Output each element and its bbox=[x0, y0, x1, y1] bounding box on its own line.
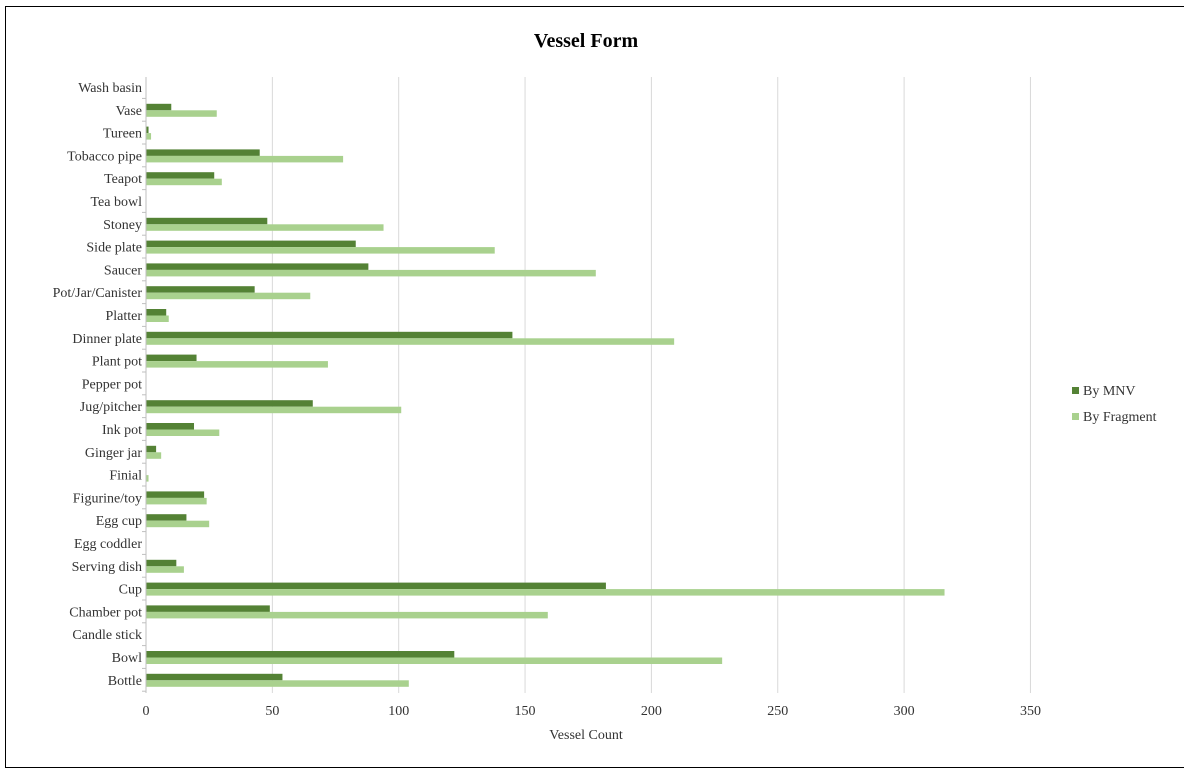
bar-by-fragment bbox=[146, 680, 409, 687]
x-axis-label: Vessel Count bbox=[549, 728, 623, 743]
bar-by-mnv bbox=[146, 582, 606, 590]
bars bbox=[146, 103, 945, 687]
bar-by-mnv bbox=[146, 331, 513, 339]
bar-by-fragment bbox=[146, 566, 184, 573]
bar-by-fragment bbox=[146, 361, 328, 368]
bar-by-mnv bbox=[146, 400, 313, 407]
bar-by-mnv bbox=[146, 605, 270, 612]
category-label: Stoney bbox=[103, 218, 142, 233]
x-tick-label: 150 bbox=[515, 704, 536, 719]
x-tick-label: 0 bbox=[143, 704, 150, 719]
bar-by-fragment bbox=[146, 589, 945, 596]
bar-by-fragment bbox=[146, 155, 344, 163]
bar-by-fragment bbox=[146, 269, 596, 277]
bar-by-fragment bbox=[146, 110, 217, 117]
bar-by-fragment bbox=[146, 133, 152, 140]
bar-by-fragment bbox=[146, 475, 149, 482]
x-tick-label: 100 bbox=[388, 704, 409, 719]
category-label: Jug/pitcher bbox=[80, 400, 143, 415]
vessel-form-chart: Vessel Form Wash basin Vase Tureen Tobacco … bbox=[53, 30, 1157, 743]
category-label: Cup bbox=[119, 583, 142, 598]
category-label: Saucer bbox=[104, 263, 142, 278]
bar-by-fragment bbox=[146, 657, 723, 664]
legend: By MNV By Fragment bbox=[1072, 384, 1157, 425]
bar-by-mnv bbox=[146, 651, 455, 658]
bar-by-mnv bbox=[146, 423, 195, 430]
category-label: Candle stick bbox=[72, 628, 142, 643]
category-label: Bowl bbox=[112, 651, 142, 666]
category-label: Figurine/toy bbox=[73, 491, 142, 506]
x-tick-labels: 0 50 100 150 200 250 300 350 bbox=[143, 704, 1041, 719]
bar-by-mnv bbox=[146, 491, 205, 498]
bar-by-fragment bbox=[146, 611, 548, 619]
category-label: Ginger jar bbox=[85, 446, 142, 461]
bar-by-fragment bbox=[146, 224, 384, 231]
category-label: Egg coddler bbox=[74, 537, 142, 552]
category-labels: Wash basin Vase Tureen Tobacco pipe Teapot Te… bbox=[53, 81, 143, 689]
bar-by-mnv bbox=[146, 445, 157, 453]
legend-label: By Fragment bbox=[1083, 410, 1157, 425]
bar-by-mnv bbox=[146, 240, 356, 248]
category-label: Side plate bbox=[86, 241, 142, 256]
bar-by-mnv bbox=[146, 514, 187, 521]
legend-label: By MNV bbox=[1083, 384, 1136, 399]
bar-by-fragment bbox=[146, 406, 402, 414]
bar-by-mnv bbox=[146, 263, 369, 270]
bar-by-fragment bbox=[146, 429, 220, 436]
bar-by-fragment bbox=[146, 247, 495, 254]
bar-by-mnv bbox=[146, 217, 268, 225]
bar-by-fragment bbox=[146, 452, 162, 459]
bar-by-fragment bbox=[146, 497, 207, 505]
bar-by-mnv bbox=[146, 309, 167, 316]
category-label: Chamber pot bbox=[69, 605, 142, 620]
category-label: Teapot bbox=[104, 172, 142, 187]
category-label: Wash basin bbox=[78, 81, 142, 96]
category-label: Egg cup bbox=[96, 514, 142, 529]
x-tick-label: 300 bbox=[894, 704, 915, 719]
bar-by-mnv bbox=[146, 103, 172, 111]
category-label: Pepper pot bbox=[82, 377, 142, 392]
grid-lines bbox=[142, 77, 1031, 693]
bar-by-mnv bbox=[146, 559, 177, 567]
bar-by-fragment bbox=[146, 315, 169, 322]
bar-by-fragment bbox=[146, 338, 675, 345]
bar-by-mnv bbox=[146, 286, 255, 293]
chart-title: Vessel Form bbox=[534, 30, 639, 52]
x-tick-label: 200 bbox=[641, 704, 662, 719]
category-label: Pot/Jar/Canister bbox=[53, 286, 143, 301]
bar-by-fragment bbox=[146, 520, 210, 528]
category-label: Vase bbox=[116, 104, 142, 119]
legend-swatch bbox=[1072, 413, 1079, 420]
category-label: Platter bbox=[105, 309, 142, 324]
bar-by-mnv bbox=[146, 149, 260, 156]
legend-swatch bbox=[1072, 387, 1079, 394]
bar-by-mnv bbox=[146, 354, 197, 362]
category-label: Tobacco pipe bbox=[67, 149, 142, 164]
category-label: Bottle bbox=[108, 674, 142, 689]
bar-by-mnv bbox=[146, 126, 149, 134]
category-label: Serving dish bbox=[72, 560, 142, 575]
bar-by-fragment bbox=[146, 292, 311, 300]
x-tick-label: 250 bbox=[767, 704, 788, 719]
x-tick-label: 350 bbox=[1020, 704, 1041, 719]
bar-by-fragment bbox=[146, 178, 222, 186]
category-label: Plant pot bbox=[92, 355, 142, 370]
category-label: Tureen bbox=[103, 127, 142, 142]
category-label: Finial bbox=[109, 469, 142, 484]
category-label: Dinner plate bbox=[72, 332, 142, 347]
category-label: Tea bowl bbox=[90, 195, 142, 210]
bar-by-mnv bbox=[146, 673, 283, 681]
bar-by-mnv bbox=[146, 172, 215, 179]
category-label: Ink pot bbox=[102, 423, 142, 438]
chart-frame: Vessel Form Wash basin Vase Tureen Tobacco … bbox=[5, 6, 1184, 768]
x-tick-label: 50 bbox=[265, 704, 279, 719]
